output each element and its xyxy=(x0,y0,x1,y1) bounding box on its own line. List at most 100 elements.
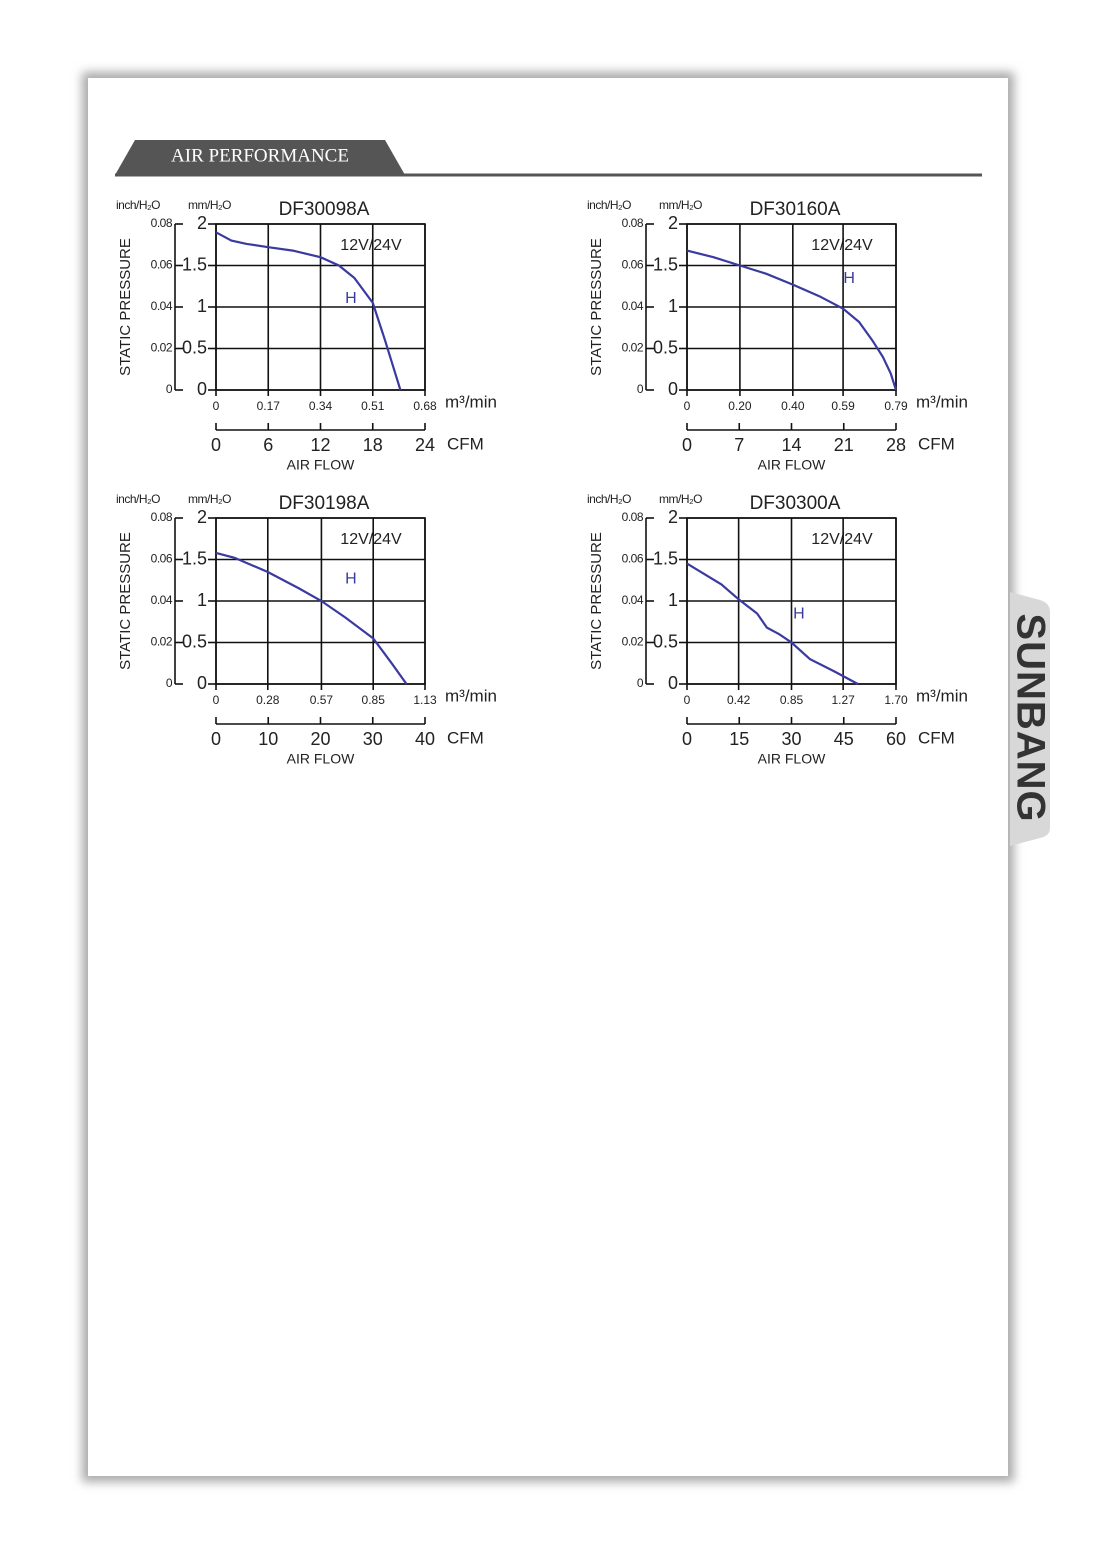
logo: SUNBANG xyxy=(1008,613,1052,822)
y2-unit: inch/H₂O xyxy=(116,492,160,506)
y2-tick-label: 0.02 xyxy=(622,635,644,649)
x-tick-label: 0.51 xyxy=(361,399,385,413)
x-tick-label: 0 xyxy=(684,693,691,707)
x2-tick-label: 10 xyxy=(258,729,278,749)
y2-tick-label: 0.02 xyxy=(622,341,644,355)
y2-tick-label: 0 xyxy=(166,676,173,690)
y-tick-label: 2 xyxy=(197,213,207,233)
curve xyxy=(215,551,408,685)
x-axis-label: AIR FLOW xyxy=(287,457,355,473)
y2-unit: inch/H₂O xyxy=(116,198,160,212)
y-tick-label: 1 xyxy=(197,590,207,610)
chart-title: DF30300A xyxy=(750,493,841,514)
y2-tick-label: 0.02 xyxy=(151,341,173,355)
y2-tick-label: 0.06 xyxy=(151,552,173,566)
chart-title: DF30160A xyxy=(750,199,841,220)
y-tick-label: 0.5 xyxy=(182,631,207,651)
header-tab xyxy=(115,140,405,175)
y-tick-label: 0 xyxy=(197,379,207,399)
annotation: H xyxy=(345,571,357,588)
x2-tick-label: 40 xyxy=(415,729,435,749)
y-tick-label: 1 xyxy=(668,590,678,610)
y-tick-label: 1.5 xyxy=(653,548,678,568)
x-axis-label: AIR FLOW xyxy=(287,751,355,767)
x2-tick-label: 20 xyxy=(310,729,330,749)
y2-tick-label: 0 xyxy=(166,382,173,396)
y-tick-label: 0 xyxy=(668,379,678,399)
x-tick-label: 0 xyxy=(684,399,691,413)
x2-tick-label: 21 xyxy=(834,435,854,455)
y2-unit: inch/H₂O xyxy=(587,492,631,506)
y-axis-label: STATIC PRESSURE xyxy=(117,238,134,376)
x-tick-label: 0.20 xyxy=(728,399,752,413)
y-tick-label: 1.5 xyxy=(182,254,207,274)
subtitle: 12V/24V xyxy=(811,237,873,254)
y2-tick-label: 0 xyxy=(637,676,644,690)
x2-tick-label: 0 xyxy=(211,729,221,749)
plot-frame xyxy=(686,223,897,391)
annotation: H xyxy=(843,270,855,287)
x-axis-label: AIR FLOW xyxy=(758,751,826,767)
x2-tick-label: 28 xyxy=(886,435,906,455)
x2-tick-label: 12 xyxy=(310,435,330,455)
annotation: H xyxy=(793,605,805,622)
x2-tick-label: 6 xyxy=(263,435,273,455)
x-axis-label: AIR FLOW xyxy=(758,457,826,473)
x-tick-label: 0.34 xyxy=(309,399,333,413)
subtitle: 12V/24V xyxy=(340,531,402,548)
subtitle: 12V/24V xyxy=(340,237,402,254)
y-unit: mm/H₂O xyxy=(188,492,231,506)
y-axis-label: STATIC PRESSURE xyxy=(117,532,134,670)
y-tick-label: 0 xyxy=(197,673,207,693)
x2-tick-label: 0 xyxy=(682,729,692,749)
x-tick-label: 0.85 xyxy=(362,693,386,707)
subtitle: 12V/24V xyxy=(811,531,873,548)
x2-tick-label: 0 xyxy=(211,435,221,455)
x-tick-label: 0.42 xyxy=(727,693,751,707)
x-tick-label: 0.79 xyxy=(884,399,908,413)
x-unit: m³/min xyxy=(445,686,497,705)
x-tick-label: 1.27 xyxy=(831,693,855,707)
x2-unit: CFM xyxy=(447,434,484,453)
y-tick-label: 2 xyxy=(668,507,678,527)
x-unit: m³/min xyxy=(916,392,968,411)
x2-tick-label: 60 xyxy=(886,729,906,749)
y-axis-label: STATIC PRESSURE xyxy=(588,532,605,670)
y2-tick-label: 0.08 xyxy=(151,510,173,524)
x2-tick-label: 30 xyxy=(781,729,801,749)
header-title: AIR PERFORMANCE xyxy=(171,145,349,166)
y2-tick-label: 0 xyxy=(637,382,644,396)
x2-tick-label: 15 xyxy=(729,729,749,749)
logo-tab xyxy=(1010,592,1050,846)
y-tick-label: 0.5 xyxy=(182,337,207,357)
x2-tick-label: 45 xyxy=(834,729,854,749)
y-unit: mm/H₂O xyxy=(659,198,702,212)
y2-tick-label: 0.06 xyxy=(151,258,173,272)
chart-title: DF30198A xyxy=(279,493,370,514)
x-tick-label: 0 xyxy=(213,693,220,707)
curve xyxy=(686,249,898,391)
plot-frame xyxy=(215,223,426,391)
x2-tick-label: 24 xyxy=(415,435,435,455)
y-tick-label: 1.5 xyxy=(182,548,207,568)
y-tick-label: 1 xyxy=(197,296,207,316)
y2-tick-label: 0.08 xyxy=(151,216,173,230)
x-tick-label: 0.28 xyxy=(256,693,280,707)
y2-tick-label: 0.04 xyxy=(151,593,173,607)
x-tick-label: 1.70 xyxy=(884,693,908,707)
y2-tick-label: 0.04 xyxy=(151,299,173,313)
y2-tick-label: 0.08 xyxy=(622,510,644,524)
y2-tick-label: 0.06 xyxy=(622,552,644,566)
y2-tick-label: 0.06 xyxy=(622,258,644,272)
x2-tick-label: 0 xyxy=(682,435,692,455)
x-unit: m³/min xyxy=(916,686,968,705)
chart-title: DF30098A xyxy=(279,199,370,220)
y-tick-label: 1.5 xyxy=(653,254,678,274)
x-unit: m³/min xyxy=(445,392,497,411)
x2-tick-label: 30 xyxy=(363,729,383,749)
y-tick-label: 2 xyxy=(197,507,207,527)
x-tick-label: 0.57 xyxy=(310,693,334,707)
x-tick-label: 0.40 xyxy=(781,399,805,413)
